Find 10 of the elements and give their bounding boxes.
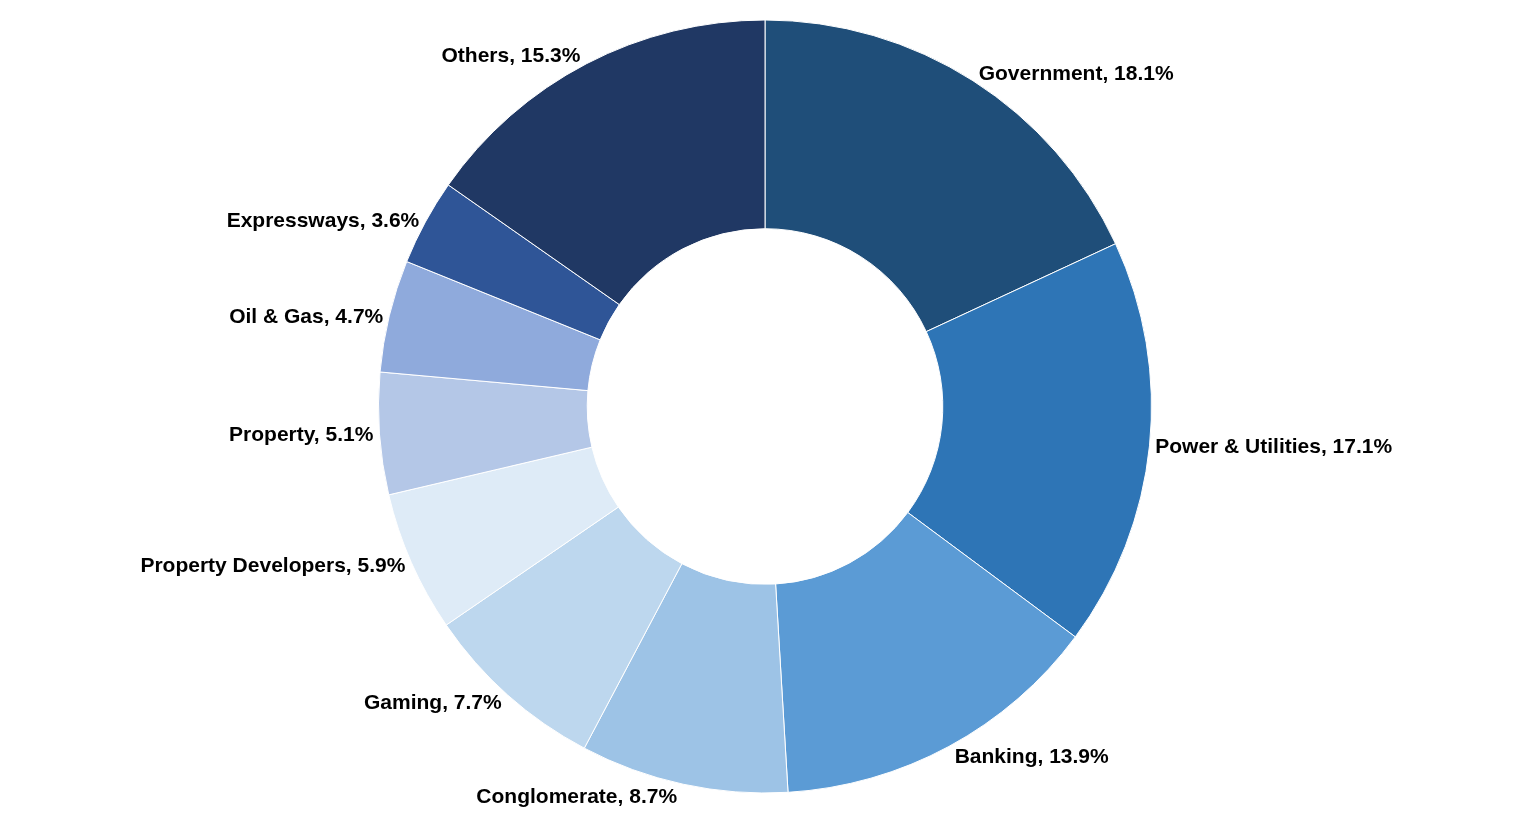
slice-label: Government, 18.1%	[978, 61, 1174, 85]
slice-label: Oil & Gas, 4.7%	[229, 303, 384, 327]
slice-label: Expressways, 3.6%	[226, 207, 420, 231]
slice-label: Conglomerate, 8.7%	[476, 783, 678, 807]
slice-label: Gaming, 7.7%	[364, 689, 503, 713]
slice-label: Others, 15.3%	[441, 43, 581, 67]
slice-label: Property Developers, 5.9%	[140, 553, 406, 577]
slice-label: Banking, 13.9%	[954, 743, 1110, 767]
slice-label: Property, 5.1%	[229, 422, 374, 446]
slice-label: Power & Utilities, 17.1%	[1155, 434, 1393, 458]
